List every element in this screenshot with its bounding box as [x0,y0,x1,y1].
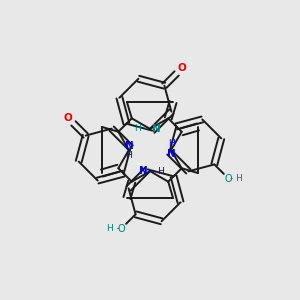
Text: H -: H - [135,124,148,134]
Text: - H: - H [152,167,165,176]
Text: O: O [225,174,232,184]
Text: O: O [118,224,125,234]
Text: N: N [167,148,176,159]
Text: O: O [178,63,186,73]
Text: N: N [139,166,148,176]
Text: O: O [64,113,72,123]
Text: H: H [125,152,132,160]
Text: N: N [124,141,133,152]
Text: - H: - H [230,174,243,183]
Text: H -: H - [107,224,120,233]
Text: H: H [168,140,175,148]
Text: N: N [152,124,161,134]
